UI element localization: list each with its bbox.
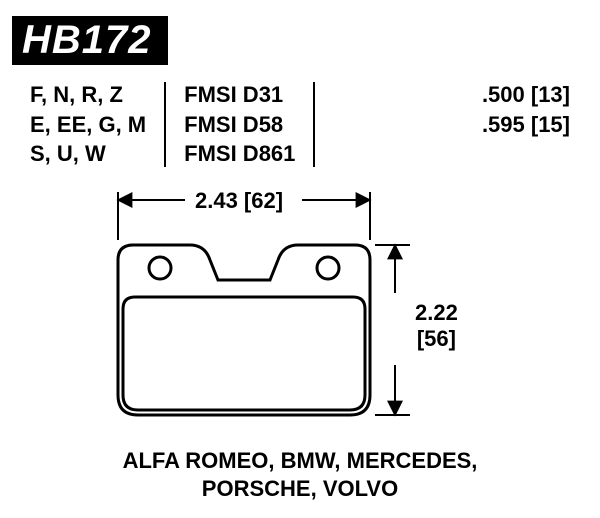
- diagram-area: 2.43 [62] 2.22 [56]: [0, 190, 600, 450]
- fmsi-row: FMSI D31: [184, 80, 295, 110]
- fmsi-column: FMSI D31 FMSI D58 FMSI D861: [166, 80, 313, 169]
- thickness-row: .595 [15]: [482, 110, 570, 140]
- thickness-row: .500 [13]: [482, 80, 570, 110]
- part-number-box: HB172: [12, 16, 168, 65]
- applications-line: ALFA ROMEO, BMW, MERCEDES,: [0, 447, 600, 475]
- applications-line: PORSCHE, VOLVO: [0, 475, 600, 503]
- column-divider: [313, 82, 315, 167]
- fmsi-row: FMSI D58: [184, 110, 295, 140]
- compounds-column: F, N, R, Z E, EE, G, M S, U, W: [30, 80, 164, 169]
- fmsi-row: FMSI D861: [184, 139, 295, 169]
- thickness-column: .500 [13] .595 [15]: [482, 80, 570, 139]
- brake-pad-outline: [118, 245, 370, 415]
- compounds-row: E, EE, G, M: [30, 110, 146, 140]
- spec-table: F, N, R, Z E, EE, G, M S, U, W FMSI D31 …: [30, 80, 315, 169]
- compounds-row: F, N, R, Z: [30, 80, 146, 110]
- applications: ALFA ROMEO, BMW, MERCEDES, PORSCHE, VOLV…: [0, 447, 600, 502]
- part-number: HB172: [22, 18, 152, 62]
- pad-diagram: [90, 190, 450, 450]
- compounds-row: S, U, W: [30, 139, 146, 169]
